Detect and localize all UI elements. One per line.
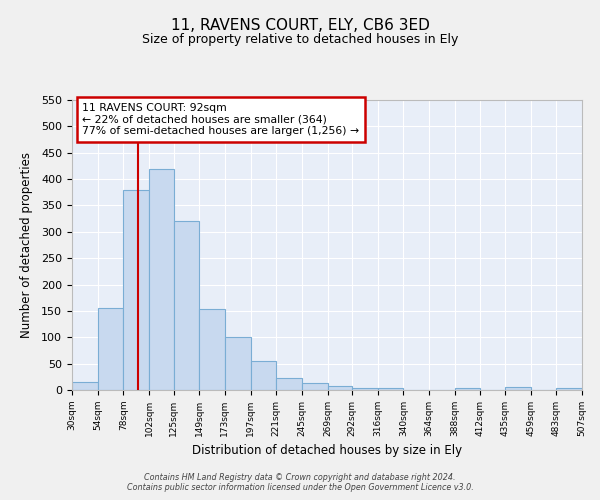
Bar [352, 388, 378, 390]
Bar [173, 222, 199, 390]
Bar [251, 361, 276, 390]
Bar [302, 383, 328, 390]
Y-axis label: Number of detached properties: Number of detached properties [20, 152, 33, 338]
Text: 11, RAVENS COURT, ELY, CB6 3ED: 11, RAVENS COURT, ELY, CB6 3ED [170, 18, 430, 32]
Bar [328, 386, 352, 390]
Bar [556, 388, 582, 390]
Text: 11 RAVENS COURT: 92sqm
← 22% of detached houses are smaller (364)
77% of semi-de: 11 RAVENS COURT: 92sqm ← 22% of detached… [82, 103, 359, 136]
Bar [149, 168, 173, 390]
Text: Size of property relative to detached houses in Ely: Size of property relative to detached ho… [142, 32, 458, 46]
Bar [98, 308, 124, 390]
Bar [505, 388, 530, 390]
Bar [72, 382, 98, 390]
X-axis label: Distribution of detached houses by size in Ely: Distribution of detached houses by size … [192, 444, 462, 458]
Bar [199, 310, 225, 390]
Text: Contains HM Land Registry data © Crown copyright and database right 2024.
Contai: Contains HM Land Registry data © Crown c… [127, 473, 473, 492]
Bar [378, 388, 403, 390]
Bar [276, 378, 302, 390]
Bar [455, 388, 481, 390]
Bar [124, 190, 149, 390]
Bar [225, 338, 251, 390]
